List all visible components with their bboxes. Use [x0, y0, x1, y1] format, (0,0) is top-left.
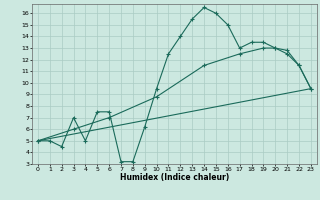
- X-axis label: Humidex (Indice chaleur): Humidex (Indice chaleur): [120, 173, 229, 182]
